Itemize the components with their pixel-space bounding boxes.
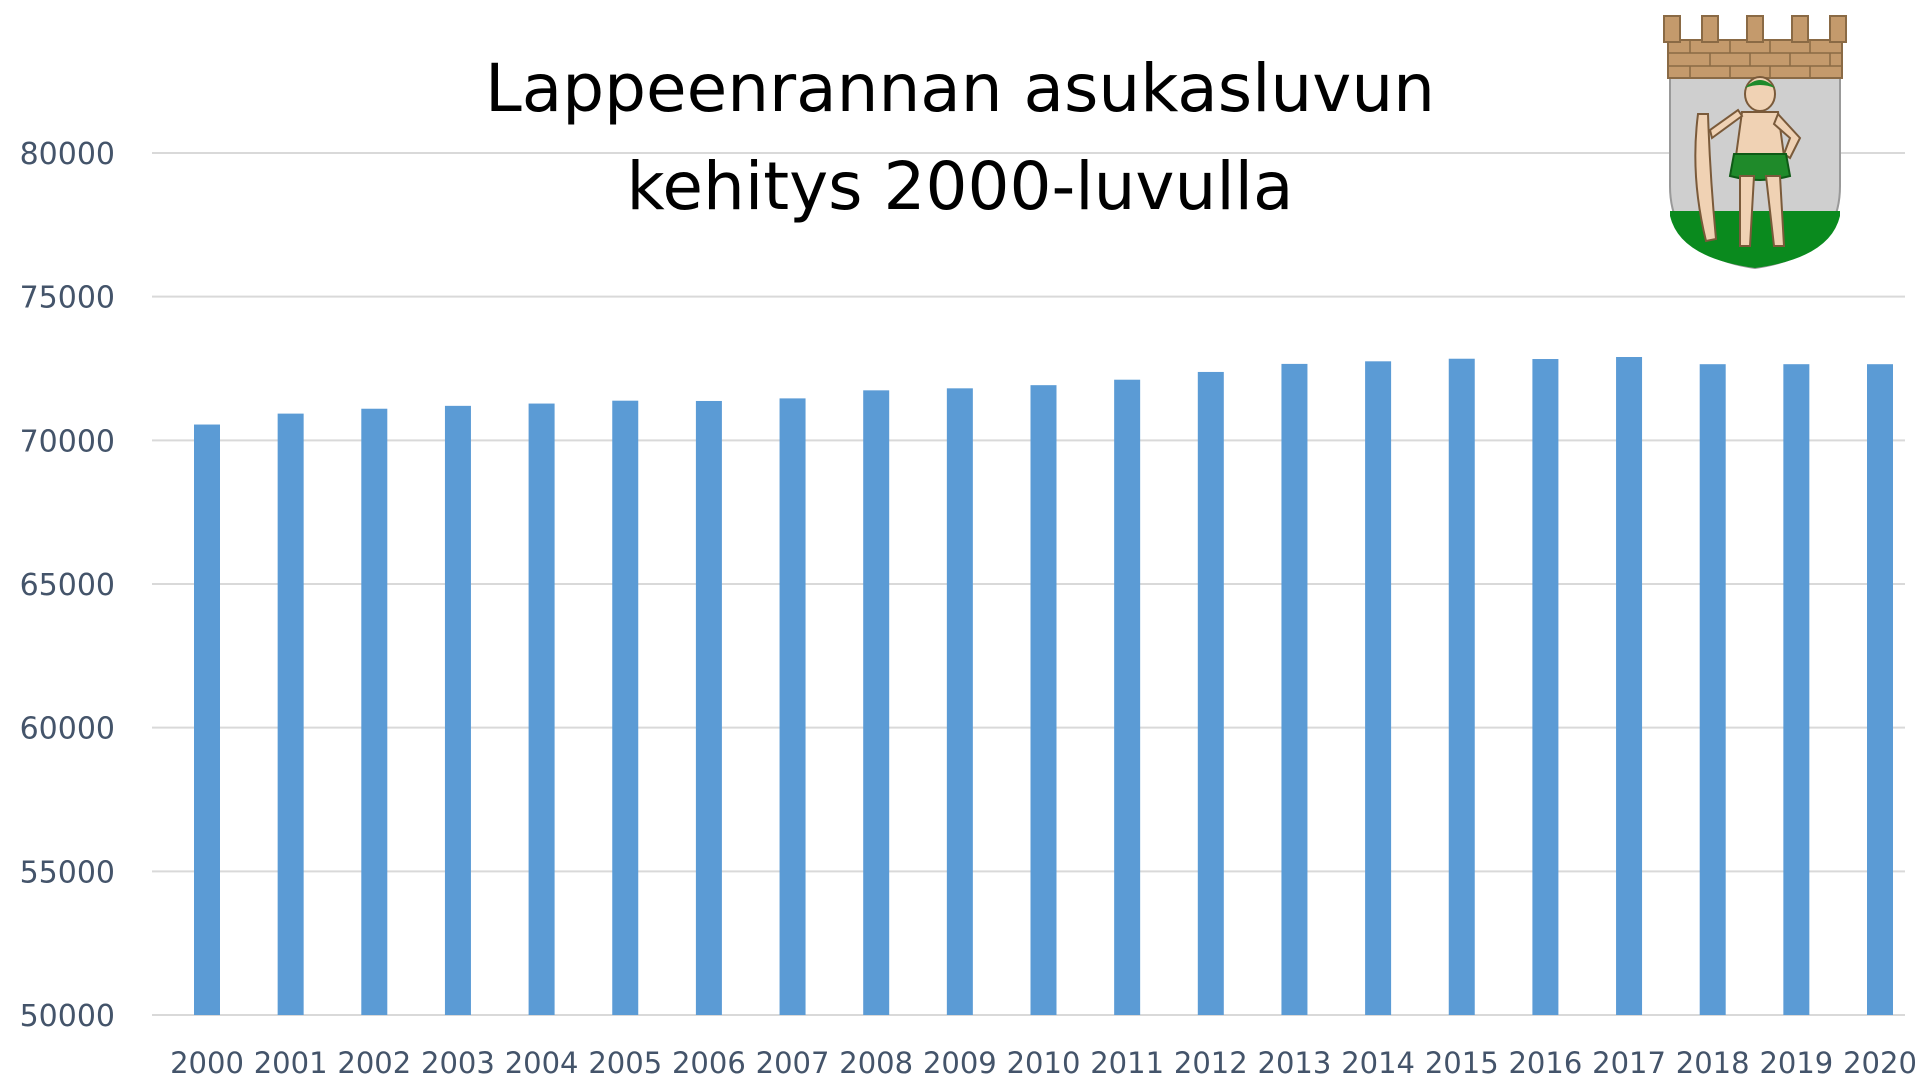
x-tick-label: 2008	[839, 1046, 913, 1080]
y-tick-label: 75000	[20, 281, 115, 316]
x-tick-label: 2016	[1508, 1046, 1582, 1080]
x-tick-label: 2020	[1843, 1046, 1917, 1080]
bar-2009	[946, 388, 973, 1015]
x-tick-label: 2011	[1090, 1046, 1164, 1080]
x-tick-label: 2015	[1425, 1046, 1499, 1080]
y-tick-label: 55000	[20, 855, 115, 890]
bar-2006	[695, 400, 722, 1016]
x-tick-label: 2001	[254, 1046, 328, 1080]
x-tick-label: 2012	[1174, 1046, 1248, 1080]
bar-2013	[1281, 363, 1308, 1015]
x-tick-label: 2009	[923, 1046, 997, 1080]
bar-2015	[1448, 358, 1475, 1015]
lappeenranta-coat-of-arms-icon	[1663, 15, 1847, 270]
x-tick-label: 2010	[1007, 1046, 1081, 1080]
bar-2016	[1532, 359, 1559, 1015]
bar-2007	[779, 398, 806, 1015]
x-tick-label: 2013	[1258, 1046, 1332, 1080]
bar-2008	[863, 390, 890, 1015]
chart-title-line-2: kehitys 2000-luvulla	[626, 148, 1294, 225]
x-tick-label: 2019	[1759, 1046, 1833, 1080]
y-tick-label: 60000	[20, 712, 115, 747]
x-tick-label: 2003	[421, 1046, 495, 1080]
x-tick-label: 2007	[756, 1046, 830, 1080]
bar-2004	[528, 403, 555, 1015]
chart-title: Lappeenrannan asukasluvun kehitys 2000-l…	[330, 40, 1590, 236]
x-tick-label: 2005	[588, 1046, 662, 1080]
y-tick-label: 65000	[20, 568, 115, 603]
bar-2012	[1197, 371, 1224, 1015]
bar-2005	[612, 400, 639, 1015]
x-tick-label: 2018	[1676, 1046, 1750, 1080]
bar-2020	[1867, 364, 1893, 1015]
x-tick-label: 2014	[1341, 1046, 1415, 1080]
bar-2019	[1783, 364, 1810, 1015]
bar-2018	[1699, 364, 1726, 1015]
bar-2010	[1030, 385, 1057, 1015]
x-tick-label: 2017	[1592, 1046, 1666, 1080]
bar-2000	[194, 424, 220, 1015]
x-tick-label: 2000	[170, 1046, 244, 1080]
bar-2014	[1365, 361, 1392, 1016]
x-tick-label: 2006	[672, 1046, 746, 1080]
bar-2011	[1114, 379, 1141, 1015]
bar-2001	[277, 413, 304, 1015]
y-tick-label: 50000	[20, 999, 115, 1034]
x-tick-label: 2002	[337, 1046, 411, 1080]
bar-2002	[361, 408, 388, 1015]
y-tick-label: 70000	[20, 424, 115, 459]
bar-2003	[444, 405, 471, 1015]
y-tick-label: 80000	[20, 137, 115, 172]
bar-2017	[1616, 357, 1643, 1015]
chart-title-line-1: Lappeenrannan asukasluvun	[485, 50, 1435, 127]
x-tick-label: 2004	[505, 1046, 579, 1080]
